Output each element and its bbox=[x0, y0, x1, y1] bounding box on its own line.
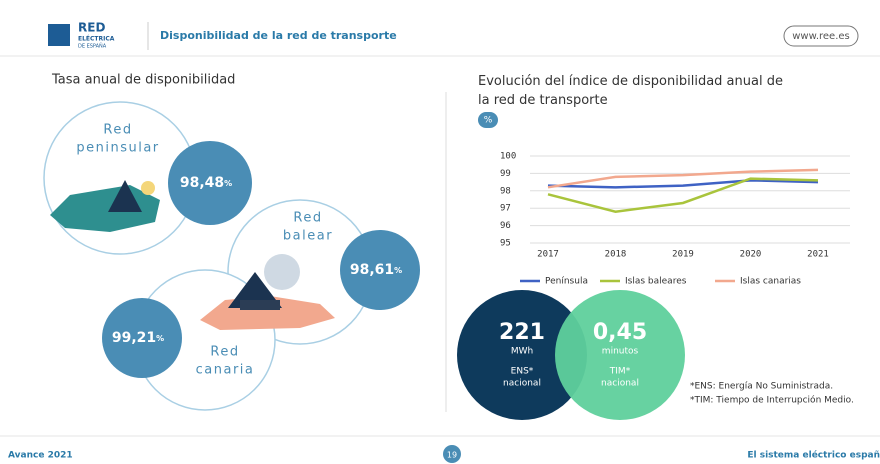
value-unit: % bbox=[224, 179, 232, 188]
value-number: 98,61 bbox=[350, 262, 394, 278]
footnote: *ENS: Energía No Suministrada. bbox=[690, 382, 833, 392]
legend-label: Islas baleares bbox=[625, 277, 687, 287]
kpi-unit: minutos bbox=[602, 347, 639, 357]
chart-title: Evolución del índice de disponibilidad a… bbox=[478, 72, 798, 110]
y-tick-label: 95 bbox=[500, 239, 511, 249]
x-tick-label: 2020 bbox=[740, 250, 762, 260]
footer-left: Avance 2021 bbox=[8, 451, 73, 461]
region-label: Red bbox=[210, 345, 239, 360]
region-label: balear bbox=[283, 229, 333, 244]
kpi-unit: MWh bbox=[511, 347, 533, 357]
header-title: Disponibilidad de la red de transporte bbox=[160, 29, 397, 42]
page-number: 19 bbox=[447, 451, 457, 460]
logo-mark bbox=[48, 24, 70, 46]
brand: RED bbox=[78, 21, 105, 35]
brand-sub: ELÉCTRICA bbox=[78, 35, 115, 43]
sun bbox=[141, 181, 155, 195]
footer-right: El sistema eléctrico españ bbox=[747, 450, 880, 461]
value-number: 98,48 bbox=[180, 175, 224, 191]
x-tick-label: 2019 bbox=[672, 250, 694, 260]
kpi-value: 221 bbox=[499, 320, 545, 345]
shape bbox=[264, 254, 300, 290]
region-label: peninsular bbox=[76, 141, 159, 156]
region-label: Red bbox=[293, 211, 322, 226]
brand-sub2: DE ESPAÑA bbox=[78, 43, 107, 50]
kpi-name: TIM* bbox=[609, 367, 631, 377]
x-tick-label: 2017 bbox=[537, 250, 559, 260]
y-tick-label: 96 bbox=[500, 221, 511, 231]
canvas: RED ELÉCTRICA DE ESPAÑA Disponibilidad d… bbox=[0, 0, 880, 464]
y-tick-label: 100 bbox=[500, 152, 516, 162]
building bbox=[240, 300, 280, 310]
kpi-name: ENS* bbox=[511, 367, 534, 377]
kpi-value: 0,45 bbox=[593, 320, 647, 345]
x-tick-label: 2021 bbox=[807, 250, 829, 260]
kpi-scope: nacional bbox=[601, 379, 639, 389]
value-unit: % bbox=[156, 334, 164, 343]
y-tick-label: 98 bbox=[500, 186, 511, 196]
value-number: 99,21 bbox=[112, 330, 156, 346]
slide: RED ELÉCTRICA DE ESPAÑA Disponibilidad d… bbox=[0, 0, 880, 464]
url: www.ree.es bbox=[792, 31, 850, 42]
legend-label: Península bbox=[545, 277, 588, 287]
y-tick-label: 99 bbox=[500, 169, 511, 179]
region-label: canaria bbox=[196, 363, 255, 378]
kpi-scope: nacional bbox=[503, 379, 541, 389]
y-tick-label: 97 bbox=[500, 204, 511, 214]
left-title: Tasa anual de disponibilidad bbox=[51, 73, 235, 88]
region-label: Red bbox=[103, 123, 132, 138]
x-tick-label: 2018 bbox=[605, 250, 627, 260]
footnote: *TIM: Tiempo de Interrupción Medio. bbox=[690, 395, 854, 406]
unit-label: % bbox=[484, 116, 493, 126]
legend-label: Islas canarias bbox=[740, 277, 801, 287]
value-unit: % bbox=[394, 266, 402, 275]
